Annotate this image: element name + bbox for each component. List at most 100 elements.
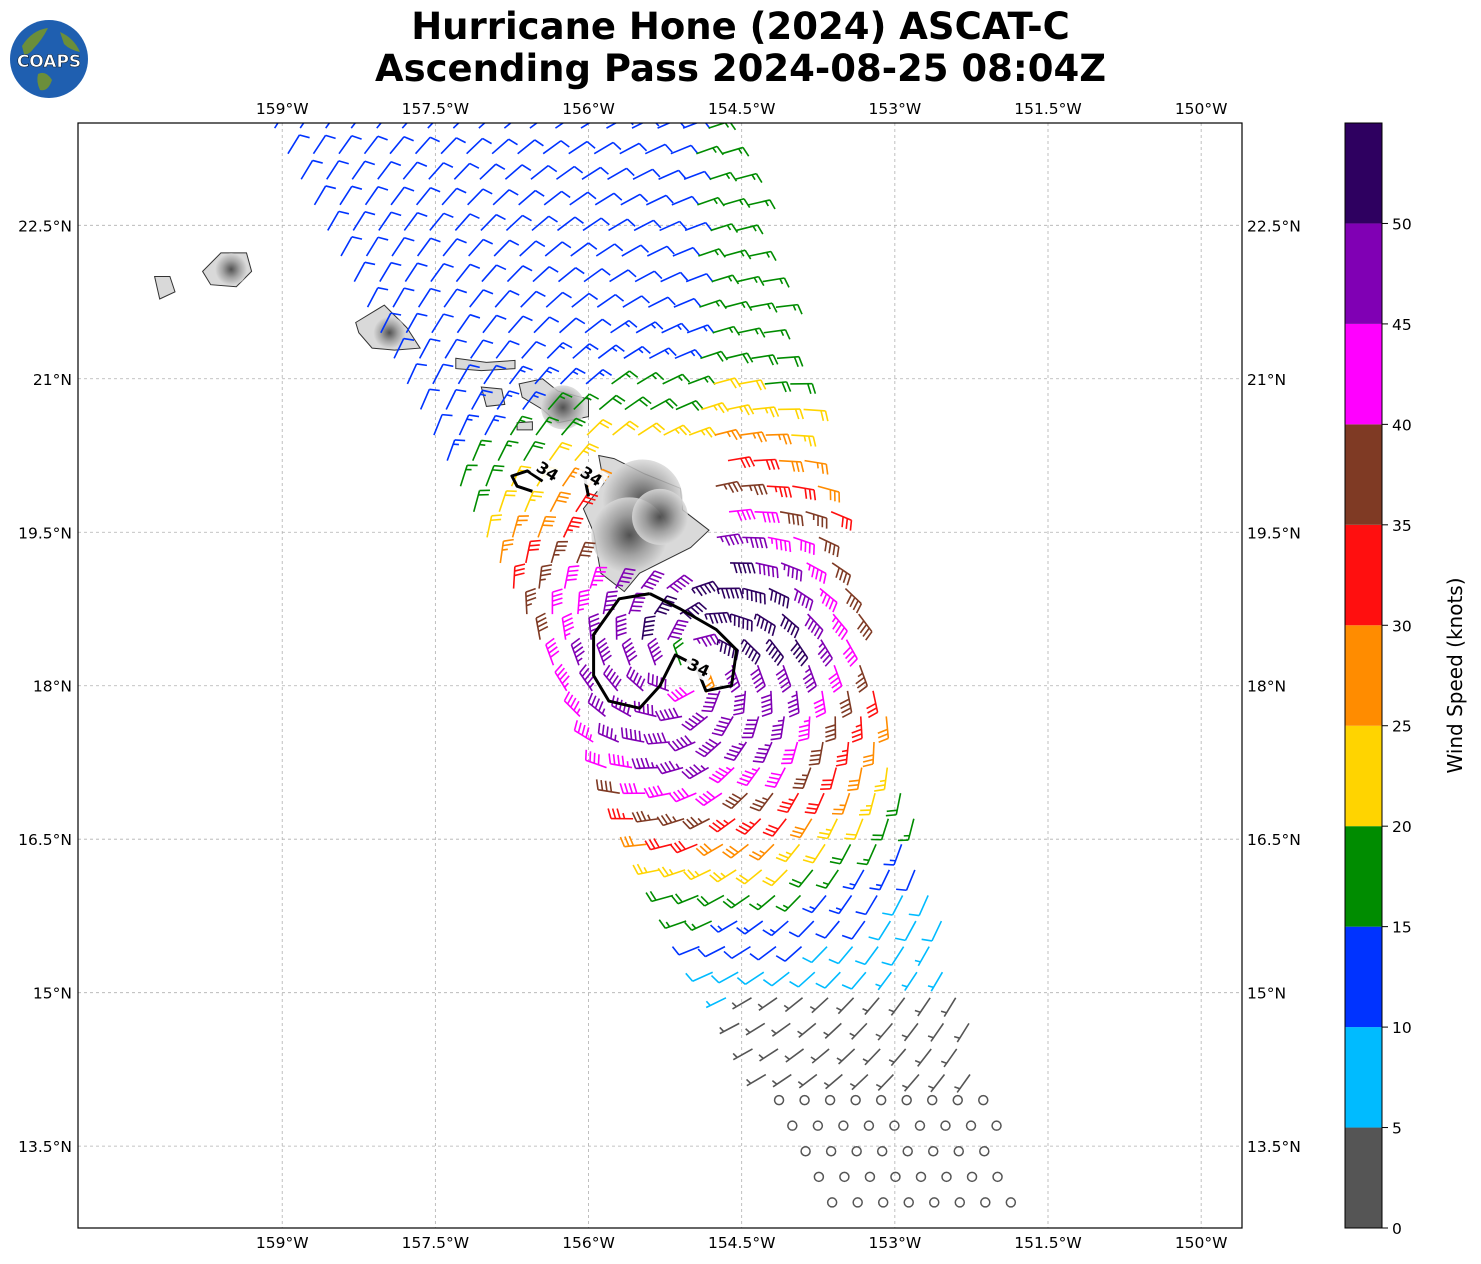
- wind-barb: [554, 663, 570, 692]
- wind-barb: [466, 137, 492, 155]
- lon-tick-label-bottom: 154.5°W: [708, 1234, 775, 1252]
- wind-barb: [760, 690, 773, 718]
- wind-barb: [885, 793, 902, 817]
- wind-barb: [790, 639, 809, 667]
- wind-barb: [749, 792, 774, 812]
- wind-barb: [851, 1146, 862, 1157]
- wind-barb: [850, 1094, 861, 1106]
- wind-barb: [431, 313, 454, 334]
- lon-tick-label-top: 159°W: [256, 100, 309, 118]
- wind-barb: [742, 536, 768, 549]
- title-line-1: Hurricane Hone (2024) ASCAT-C: [411, 5, 1070, 48]
- wind-barb: [797, 1022, 817, 1038]
- wind-barb: [637, 422, 666, 436]
- lat-tick-label-left: 15°N: [33, 985, 72, 1003]
- wind-barb: [538, 564, 553, 589]
- wind-barb: [681, 712, 709, 731]
- wind-barb: [518, 189, 545, 206]
- logo-text: COAPS: [17, 52, 81, 72]
- coaps-logo: COAPS: [10, 20, 88, 98]
- title-line-2: Ascending Pass 2024-08-25 08:04Z: [374, 47, 1107, 90]
- lat-tick-label-right: 18°N: [1247, 678, 1286, 696]
- wind-barb: [765, 433, 792, 445]
- wind-barb: [587, 692, 606, 718]
- wind-barb: [798, 716, 811, 742]
- wind-barb: [529, 123, 539, 129]
- wind-barb: [560, 417, 586, 436]
- wind-barb: [733, 690, 747, 716]
- wind-barb: [762, 277, 790, 288]
- wind-barb: [682, 816, 710, 830]
- wind-barb: [571, 292, 599, 308]
- wind-barb: [556, 165, 584, 180]
- wind-barb: [550, 540, 568, 564]
- wind-barb: [568, 140, 596, 155]
- wind-barb: [767, 536, 792, 553]
- wind-barb: [788, 869, 814, 888]
- wind-barb: [666, 686, 695, 702]
- wind-barb: [735, 818, 762, 835]
- wind-barb: [864, 1171, 876, 1183]
- wind-barb: [621, 637, 638, 666]
- wind-barb: [656, 813, 685, 827]
- wind-barb: [941, 1171, 952, 1183]
- wind-barb: [901, 1094, 912, 1106]
- wind-barb: [754, 510, 780, 524]
- lat-tick-label-right: 16.5°N: [1247, 831, 1301, 849]
- wind-barb: [799, 1094, 810, 1106]
- wind-barb: [572, 343, 599, 359]
- wind-barb: [377, 160, 402, 180]
- wind-barb: [441, 187, 467, 206]
- wind-barb: [683, 170, 712, 181]
- wind-barb: [405, 312, 428, 334]
- wind-barb: [735, 224, 764, 235]
- wind-barb: [483, 364, 507, 385]
- wind-barb: [670, 893, 699, 905]
- wind-barb: [376, 123, 383, 129]
- wind-barb: [480, 213, 506, 231]
- wind-barb: [562, 516, 584, 538]
- wind-barb: [504, 164, 532, 180]
- wind-barb: [402, 161, 428, 180]
- wind-barb: [762, 869, 788, 887]
- wind-barb: [444, 338, 467, 359]
- wind-barb: [682, 123, 711, 130]
- wind-barb: [535, 612, 549, 640]
- wind-barb: [647, 637, 663, 666]
- wind-barb: [595, 243, 624, 257]
- wind-barb: [719, 1022, 740, 1035]
- wind-barb: [675, 400, 704, 412]
- wind-barb: [612, 420, 639, 436]
- wind-barb: [789, 971, 816, 988]
- wind-barb: [705, 997, 727, 1009]
- wind-barb: [596, 293, 625, 308]
- wind-barb: [453, 162, 480, 180]
- wind-barb: [881, 946, 905, 966]
- wind-barb: [594, 192, 623, 206]
- wind-barb: [804, 459, 829, 475]
- wind-barb: [468, 238, 494, 257]
- wind-barb: [650, 398, 678, 411]
- wind-barb: [519, 240, 546, 257]
- wind-barb: [842, 639, 858, 667]
- wind-barb: [469, 289, 494, 308]
- wind-barb: [871, 818, 890, 841]
- wind-barb: [691, 580, 720, 597]
- wind-barb: [775, 894, 802, 912]
- wind-barb: [667, 619, 689, 641]
- wind-barb: [954, 1197, 966, 1208]
- wind-barb: [417, 287, 441, 308]
- wind-barb: [649, 347, 677, 360]
- wind-barb: [735, 869, 763, 885]
- wind-barb: [470, 339, 494, 359]
- wind-barb: [549, 491, 571, 513]
- wind-barbs: [273, 123, 1017, 1208]
- wind-barb: [901, 1022, 919, 1042]
- wind-barb: [954, 1074, 971, 1093]
- wind-barb: [609, 269, 637, 283]
- wind-barb: [445, 388, 467, 410]
- wind-barb: [824, 1094, 836, 1106]
- wind-barb: [876, 1146, 888, 1157]
- wind-barb: [859, 792, 876, 816]
- wind-barb: [723, 945, 751, 959]
